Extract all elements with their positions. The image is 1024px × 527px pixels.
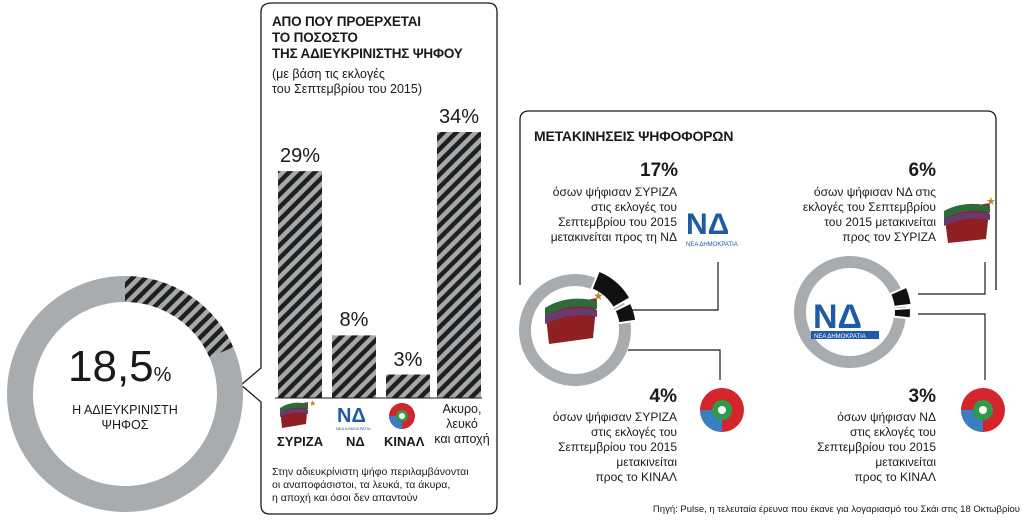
panel-note-3: η αποχή και όσοι δεν απαντούν <box>272 492 418 504</box>
summary-unit: % <box>153 364 172 386</box>
flows-frame <box>519 110 997 290</box>
ring-segment-nd-to-syriza <box>888 285 913 308</box>
label-other-2: λευκό <box>446 417 478 431</box>
label-kinal: ΚΙΝΑΛ <box>384 434 425 449</box>
label-syriza: ΣΥΡΙΖΑ <box>277 434 324 449</box>
source-note: Πηγή: Pulse, η τελευταία έρευνα που έκαν… <box>652 504 1020 515</box>
flow-nd-kinal-l5: προς το ΚΙΝΑΛ <box>854 470 937 484</box>
syriza-flow-ring <box>518 269 638 387</box>
flow-nd-kinal-l3: Σεπτεμβρίου του 2015 <box>817 440 936 454</box>
svg-text:ΝΔ: ΝΔ <box>686 208 729 241</box>
ring-segment-syriza-to-nd <box>590 269 632 310</box>
summary-ring-share <box>125 276 234 358</box>
label-other-3: και αποχή <box>434 432 490 446</box>
flow-syriza-nd-l1: όσων ψήφισαν ΣΥΡΙΖΑ <box>552 185 677 199</box>
syriza-logo-flow: ★ <box>944 196 996 243</box>
ring-segment-syriza-to-kinal <box>613 301 638 325</box>
label-nd: ΝΔ <box>346 434 365 449</box>
svg-text:★: ★ <box>986 196 996 208</box>
flow-syriza-kinal-l5: προς το ΚΙΝΑΛ <box>595 470 678 484</box>
kinal-logo-small <box>389 403 415 429</box>
svg-text:★: ★ <box>593 289 604 303</box>
panel-note-2: οι αναποφάσιστοι, τα λευκά, τα άκυρα, <box>272 479 451 491</box>
bar-value-label: 29% <box>279 145 321 168</box>
flow-nd-kinal-l1: όσων ψήφισαν ΝΔ <box>837 410 936 424</box>
bar-series <box>278 132 481 398</box>
connector-syriza-kinal <box>628 349 721 380</box>
svg-text:ΝΕΑ ΔΗΜΟΚΡΑΤΙΑ: ΝΕΑ ΔΗΜΟΚΡΑΤΙΑ <box>686 242 738 248</box>
kinal-logo-flow-syriza <box>700 388 744 432</box>
summary-label-2: ΨΗΦΟΣ <box>101 418 149 432</box>
panel-title-2: ΤΟ ΠΟΣΟΣΤΟ <box>272 30 358 45</box>
flow-nd-kinal-l4: μετακινείται <box>875 455 936 469</box>
syriza-logo-small: ★ <box>280 399 316 428</box>
flow-nd-syriza-l3: του 2015 μετακινείται <box>824 215 936 229</box>
bar-value-label: 8% <box>339 309 369 332</box>
nd-flow-ring <box>793 256 913 368</box>
flow-syriza-nd-l4: μετακινείται προς τη ΝΔ <box>550 230 677 244</box>
ring-segment-nd-to-kinal <box>892 306 912 320</box>
flow-syriza-nd-l2: στις εκλογές του <box>590 200 677 214</box>
svg-text:★: ★ <box>309 399 316 408</box>
bar-value-label: 34% <box>438 106 480 128</box>
flow-syriza-kinal-l1: όσων ψήφισαν ΣΥΡΙΖΑ <box>552 410 677 424</box>
flow-syriza-kinal-value: 4% <box>649 386 677 407</box>
panel-title-3: ΤΗΣ ΑΔΙΕΥΚΡΙΝΙΣΤΗΣ ΨΗΦΟΥ <box>272 46 463 61</box>
flow-nd-syriza-l2: εκλογές του Σεπτεμβρίου <box>802 200 936 214</box>
syriza-logo: ★ <box>545 289 604 344</box>
flow-nd-syriza-l4: προς τον ΣΥΡΙΖΑ <box>842 230 936 244</box>
panel-note-1: Στην αδιευκρίνιστη ψήφο περιλαμβάνονται <box>272 466 469 478</box>
flow-nd-kinal-value: 3% <box>908 386 936 407</box>
summary-value: 18,5% <box>68 343 171 399</box>
nd-logo-flow: ΝΔ ΝΕΑ ΔΗΜΟΚΡΑΤΙΑ <box>686 208 738 248</box>
flow-nd-kinal-l2: στις εκλογές του <box>849 425 936 439</box>
panel-title-1: ΑΠΟ ΠΟΥ ΠΡΟΕΡΧΕΤΑΙ <box>272 14 421 29</box>
nd-logo-small: ΝΔ ΝΕΑ ΔΗΜΟΚΡΑΤΙΑ <box>336 405 372 431</box>
bar-value-label: 3% <box>393 348 423 371</box>
panel-subtitle-2: του Σεπτεμβρίου του 2015) <box>272 82 422 96</box>
flows-title: ΜΕΤΑΚΙΝΗΣΕΙΣ ΨΗΦΟΦΟΡΩΝ <box>534 128 734 144</box>
panel-frame <box>239 2 498 515</box>
kinal-logo-flow-nd <box>961 388 1005 432</box>
summary-label-1: Η ΑΔΙΕΥΚΡΙΝΙΣΤΗ <box>72 403 178 417</box>
label-other-1: Ακυρο, <box>442 402 482 416</box>
connector-syriza-nd <box>628 262 719 311</box>
svg-text:ΝΔ: ΝΔ <box>337 405 366 427</box>
panel-subtitle-1: (με βάση τις εκλογές <box>272 67 385 81</box>
flow-nd-syriza-value: 6% <box>908 160 936 181</box>
flow-syriza-kinal-l4: μετακινείται <box>616 455 677 469</box>
flow-syriza-kinal-l3: Σεπτεμβρίου του 2015 <box>558 440 677 454</box>
svg-text:ΝΕΑ ΔΗΜΟΚΡΑΤΙΑ: ΝΕΑ ΔΗΜΟΚΡΑΤΙΑ <box>814 334 866 340</box>
connector-nd-syriza <box>918 262 986 295</box>
connector-nd-kinal <box>918 313 986 380</box>
svg-text:ΝΔ: ΝΔ <box>813 298 862 336</box>
summary-number: 18,5 <box>68 342 154 391</box>
bar-2 <box>386 374 430 398</box>
bar-0 <box>278 171 322 398</box>
svg-text:ΝΕΑ ΔΗΜΟΚΡΑΤΙΑ: ΝΕΑ ΔΗΜΟΚΡΑΤΙΑ <box>336 426 371 431</box>
flow-nd-syriza-l1: όσων ψήφισαν ΝΔ στις <box>813 185 936 199</box>
flow-syriza-nd-l3: Σεπτεμβρίου του 2015 <box>558 215 677 229</box>
nd-logo: ΝΔ ΝΕΑ ΔΗΜΟΚΡΑΤΙΑ <box>811 298 879 340</box>
flow-syriza-nd-value: 17% <box>640 160 679 181</box>
bar-1 <box>332 335 376 398</box>
flow-syriza-kinal-l2: στις εκλογές του <box>590 425 677 439</box>
bar-3 <box>437 132 481 398</box>
summary-donut <box>7 276 243 512</box>
